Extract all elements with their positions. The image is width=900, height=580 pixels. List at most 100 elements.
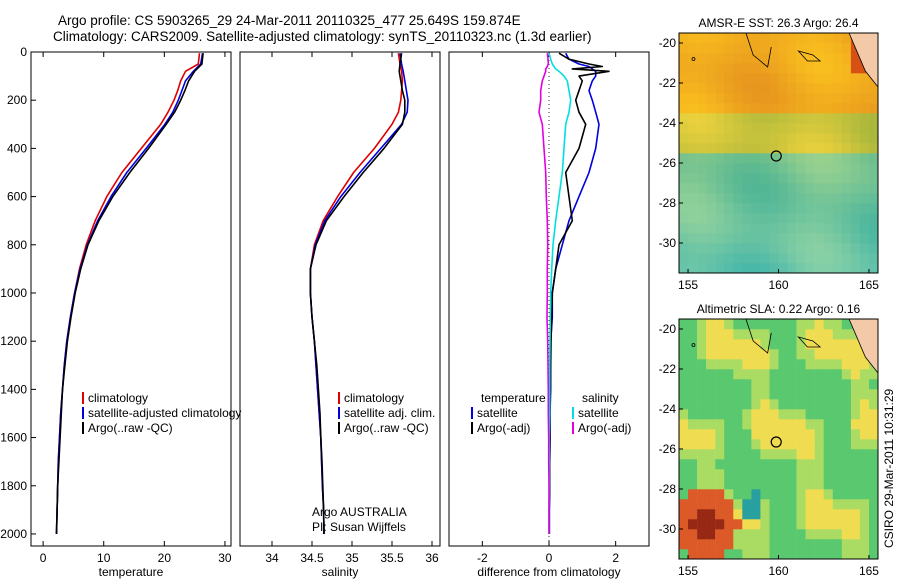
sst-map-cell	[697, 263, 707, 274]
sst-map-cell	[823, 233, 833, 244]
salinity-profile-xtick-label: 36	[425, 551, 439, 565]
sla-map-cell	[751, 509, 761, 520]
sst-map-cell	[697, 183, 707, 194]
sst-map-cell	[850, 93, 861, 104]
sla-map-cell	[697, 519, 707, 530]
sst-map-cell	[742, 223, 752, 234]
sst-map-cell	[742, 83, 752, 94]
sla-map-cell	[841, 399, 852, 410]
sla-map-cell	[688, 329, 698, 340]
sla-map-cell	[769, 549, 779, 560]
sla-map-cell	[688, 429, 698, 440]
sla-map-cell	[805, 329, 815, 340]
sst-map-cell	[697, 193, 707, 204]
salinity-profile-xlabel: salinity	[322, 565, 359, 579]
sst-map-cell	[769, 163, 779, 174]
sla-map-cell	[715, 509, 725, 520]
sst-map-ytick-label: -30	[659, 236, 677, 250]
sla-map-cell	[724, 519, 734, 530]
sst-map-cell	[814, 233, 824, 244]
sla-map-cell	[832, 519, 843, 530]
sla-map-cell	[823, 429, 833, 440]
sla-map-cell	[751, 439, 761, 450]
sla-map-cell	[742, 359, 752, 370]
sla-map-cell	[724, 409, 734, 420]
salinity-profile-frame	[239, 51, 441, 547]
sst-map-cell	[805, 73, 815, 84]
salinity-legend-climatology-swatch	[338, 392, 340, 404]
sst-map-cell	[814, 143, 824, 154]
sla-map-cell	[859, 429, 870, 440]
sla-map-cell	[769, 409, 779, 420]
sst-map-cell	[769, 233, 779, 244]
sst-map-cell	[733, 33, 743, 44]
sla-map-cell	[679, 369, 689, 380]
sst-map-cell	[742, 233, 752, 244]
sla-map-cell	[715, 449, 725, 460]
temperature-profile-ytick-label: 200	[7, 93, 27, 107]
sst-map-cell	[733, 173, 743, 184]
sst-map-cell	[859, 93, 870, 104]
sla-map-cell	[742, 379, 752, 390]
sst-map-cell	[805, 93, 815, 104]
sst-map-cell	[832, 253, 843, 264]
sla-map-cell	[787, 469, 797, 480]
sla-map-cell	[697, 439, 707, 450]
sla-map-cell	[769, 509, 779, 520]
sst-map-cell	[805, 173, 815, 184]
sst-map-cell	[832, 43, 843, 54]
sla-map-cell	[742, 389, 752, 400]
sla-map-cell	[814, 439, 824, 450]
sla-map-cell	[742, 459, 752, 470]
sst-map-cell	[796, 223, 806, 234]
sst-map-cell	[751, 183, 761, 194]
sst-map-cell	[814, 133, 824, 144]
sla-map-cell	[697, 539, 707, 550]
sst-map-cell	[805, 163, 815, 174]
sst-map-cell	[787, 53, 797, 64]
sla-map-cell	[787, 389, 797, 400]
sla-map-cell	[869, 389, 879, 400]
sla-map-cell	[733, 519, 743, 530]
sst-map-cell	[859, 263, 870, 274]
sla-map-cell	[688, 499, 698, 510]
sst-map-cell	[859, 233, 870, 244]
sst-map-cell	[823, 123, 833, 134]
sst-map-cell	[769, 193, 779, 204]
sst-map-cell	[787, 63, 797, 74]
sst-map-cell	[742, 193, 752, 204]
sst-map-cell	[823, 213, 833, 224]
sla-map-cell	[706, 389, 716, 400]
sst-map-cell	[850, 53, 861, 64]
sla-map-cell	[787, 419, 797, 430]
sla-map-cell	[869, 449, 879, 460]
sla-map-cell	[805, 349, 815, 360]
sla-map-cell	[733, 479, 743, 490]
temperature-profile-ytick-label: 400	[7, 141, 27, 155]
sst-map-cell	[742, 43, 752, 54]
sst-map-cell	[769, 43, 779, 54]
sla-map-cell	[697, 409, 707, 420]
sst-map-ytick-label: -24	[659, 116, 677, 130]
sst-map-cell	[724, 143, 734, 154]
sla-map-cell	[850, 519, 861, 530]
sla-map-cell	[751, 469, 761, 480]
sst-map-cell	[796, 203, 806, 214]
sla-map-cell	[850, 399, 861, 410]
sla-map-cell	[869, 409, 879, 420]
sla-map-cell	[706, 479, 716, 490]
sst-map-cell	[688, 103, 698, 114]
sst-map-cell	[841, 143, 852, 154]
sst-map-cell	[760, 113, 770, 124]
sla-map-cell	[832, 379, 843, 390]
sst-map-cell	[760, 63, 770, 74]
sst-map-cell	[869, 243, 879, 254]
sst-map-cell	[787, 103, 797, 114]
diff-legend-salinity-heading: salinity	[582, 391, 619, 405]
sst-map-title: AMSR-E SST: 26.3 Argo: 26.4	[698, 16, 858, 30]
difference-profile-series-line	[548, 52, 572, 534]
sla-map-cell	[688, 549, 698, 560]
sst-map-cell	[787, 193, 797, 204]
sla-map-cell	[733, 359, 743, 370]
sst-map-cell	[679, 233, 689, 244]
